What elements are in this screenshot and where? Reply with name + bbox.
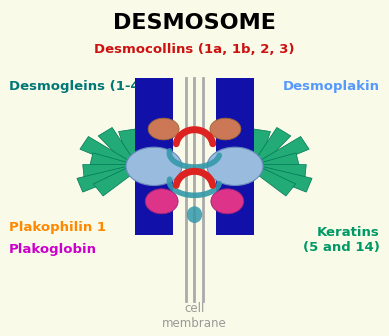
Text: cell
membrane: cell membrane [162,302,227,330]
Polygon shape [251,127,291,170]
Point [201,76,205,80]
FancyBboxPatch shape [216,78,254,235]
Polygon shape [252,136,309,171]
Text: Desmoplakin: Desmoplakin [283,80,380,93]
Polygon shape [254,153,300,171]
Ellipse shape [187,206,202,223]
Text: Plakoglobin: Plakoglobin [9,243,97,256]
Text: DESMOSOME: DESMOSOME [113,13,276,33]
Polygon shape [89,153,135,171]
Text: Desmocollins (1a, 1b, 2, 3): Desmocollins (1a, 1b, 2, 3) [94,43,295,56]
Polygon shape [119,129,138,169]
Text: Desmogleins (1-4): Desmogleins (1-4) [9,80,146,93]
Ellipse shape [145,189,178,214]
Polygon shape [251,129,270,169]
Ellipse shape [126,147,182,185]
Ellipse shape [210,118,241,140]
Point [184,76,188,80]
Polygon shape [98,127,138,170]
Point [192,299,197,303]
Polygon shape [254,165,306,179]
Polygon shape [80,136,137,171]
Polygon shape [83,165,135,179]
Ellipse shape [148,118,179,140]
Point [201,299,205,303]
Text: Plakophilin 1: Plakophilin 1 [9,221,106,235]
Point [192,76,197,80]
Polygon shape [252,165,296,196]
Polygon shape [77,165,136,192]
Point [184,299,188,303]
Polygon shape [93,165,137,196]
Polygon shape [253,165,312,192]
Text: Keratins
(5 and 14): Keratins (5 and 14) [303,226,380,254]
FancyBboxPatch shape [135,78,173,235]
Ellipse shape [211,189,244,214]
Ellipse shape [207,147,263,185]
